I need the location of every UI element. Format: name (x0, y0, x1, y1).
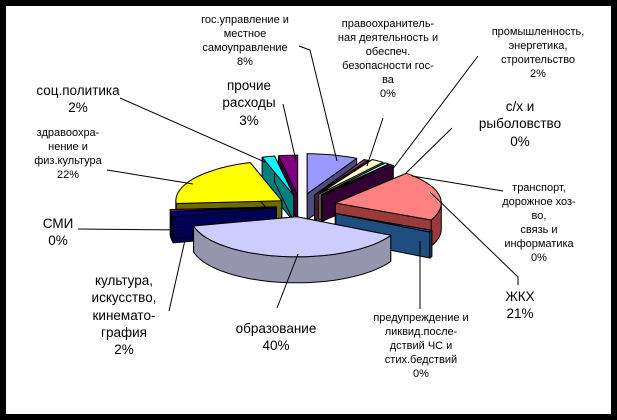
pie-slice-8-top (170, 207, 277, 218)
pie-slice-9-top (169, 206, 277, 212)
pie-slice-11-top (261, 155, 295, 196)
slice-label-5: ЖКХ 21% (505, 289, 535, 322)
leader-line-1 (366, 117, 384, 167)
pie-slice-5-top (334, 172, 442, 221)
leader-line-4 (411, 175, 504, 192)
leader-line-9 (77, 228, 185, 231)
pie-slice-7-top (193, 216, 392, 258)
leader-line-11 (119, 97, 268, 164)
leader-line-5 (429, 191, 519, 285)
pie-slice-10-top (175, 162, 283, 204)
slice-label-4: транспорт, дорожное хоз-во, связь и инфо… (502, 182, 576, 265)
slice-label-3: с/х и рыболовство 0% (478, 99, 562, 149)
pie-slice-2-top (318, 159, 384, 195)
pie-slice-0-top (306, 153, 358, 195)
pie-slice-6-rim (429, 229, 433, 259)
leader-line-0 (298, 45, 338, 162)
leader-line-7 (276, 253, 299, 309)
slice-label-2: промышленность, энергетика, строительств… (491, 26, 585, 81)
leader-line-8 (168, 239, 186, 312)
slice-label-1: правоохранитель- ная деятельность и обес… (337, 18, 439, 101)
leader-line-2 (391, 55, 479, 171)
leader-line-3 (405, 127, 453, 174)
slice-label-6: предупреждение и ликвид.после- дствий ЧС… (373, 312, 469, 381)
slice-label-12: прочие расходы 3% (222, 78, 276, 128)
leader-line-10 (106, 169, 194, 185)
slice-label-8: культура, искусство, кинемато- графия 2% (91, 273, 157, 358)
pie-slice-1-top (314, 159, 369, 196)
slice-label-9: СМИ 0% (42, 216, 74, 249)
pie-slice-6-top (335, 213, 433, 233)
leader-line-12 (282, 103, 297, 162)
slice-label-7: образование 40% (235, 321, 317, 354)
pie-slice-12-top (277, 154, 299, 196)
slice-label-0: гос.управление и местное самоуправление … (201, 14, 289, 69)
pie-slice-4-top (321, 163, 394, 196)
pie-slice-3-top (320, 162, 390, 196)
slice-label-10: здравоохра- нение и физ.культура 22% (34, 127, 102, 182)
slice-label-11: соц.политика 2% (36, 83, 120, 116)
